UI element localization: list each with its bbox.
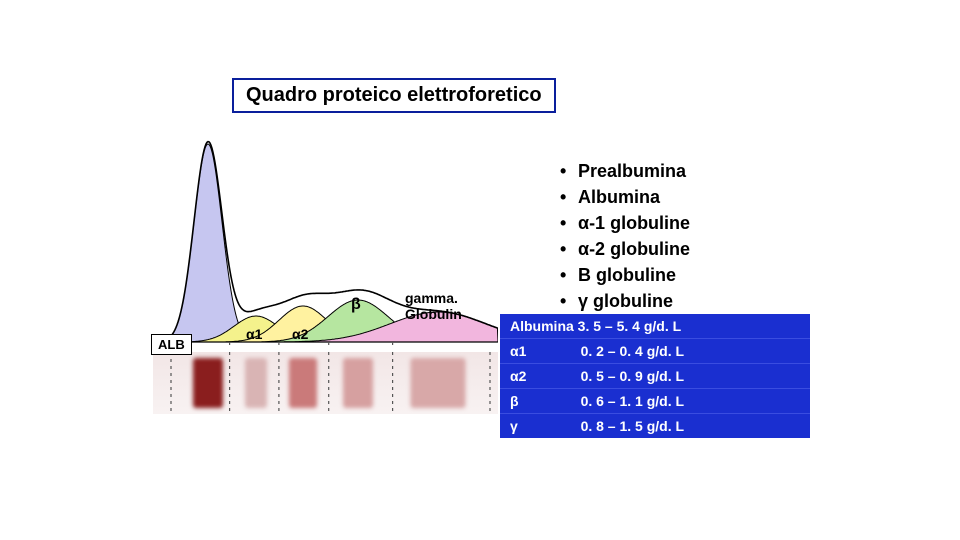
gel-band xyxy=(245,358,267,408)
peak-label-gamma-1: gamma. xyxy=(405,290,458,306)
gel-band xyxy=(289,358,317,408)
protein-fractions-list: PrealbuminaAlbuminaα-1 globulineα-2 glob… xyxy=(520,158,690,315)
page-title: Quadro proteico elettroforetico xyxy=(232,78,556,113)
fraction-bullet: α-2 globuline xyxy=(560,236,690,262)
table-row: γ0. 8 – 1. 5 g/d. L xyxy=(500,414,810,439)
fraction-bullet: α-1 globuline xyxy=(560,210,690,236)
electrophoresis-figure: ALB α1 α2 β gamma. Globulin xyxy=(153,118,498,428)
range-label: α2 xyxy=(500,364,571,389)
gel-band xyxy=(343,358,373,408)
range-value: 0. 8 – 1. 5 g/d. L xyxy=(571,414,810,439)
range-label: β xyxy=(500,389,571,414)
peak-label-beta: β xyxy=(351,296,361,314)
fraction-bullet: B globuline xyxy=(560,262,690,288)
peak-label-alb: ALB xyxy=(151,334,192,355)
range-cell: Albumina 3. 5 – 5. 4 g/d. L xyxy=(500,314,810,339)
electrophoresis-gel xyxy=(153,352,498,414)
range-value: 0. 6 – 1. 1 g/d. L xyxy=(571,389,810,414)
fraction-bullet: γ globuline xyxy=(560,288,690,314)
reference-range-table: Albumina 3. 5 – 5. 4 g/d. Lα10. 2 – 0. 4… xyxy=(500,314,810,438)
table-row: α10. 2 – 0. 4 g/d. L xyxy=(500,339,810,364)
peak-label-gamma-2: Globulin xyxy=(405,306,462,322)
table-row: α20. 5 – 0. 9 g/d. L xyxy=(500,364,810,389)
table-row: Albumina 3. 5 – 5. 4 g/d. L xyxy=(500,314,810,339)
peak-ALB xyxy=(163,144,253,342)
peak-label-a1: α1 xyxy=(246,326,262,342)
fraction-bullet: Albumina xyxy=(560,184,690,210)
range-value: 0. 5 – 0. 9 g/d. L xyxy=(571,364,810,389)
fraction-bullet: Prealbumina xyxy=(560,158,690,184)
table-row: β0. 6 – 1. 1 g/d. L xyxy=(500,389,810,414)
range-label: γ xyxy=(500,414,571,439)
gel-band xyxy=(193,358,223,408)
range-label: α1 xyxy=(500,339,571,364)
range-value: 0. 2 – 0. 4 g/d. L xyxy=(571,339,810,364)
peak-label-a2: α2 xyxy=(292,326,308,342)
gel-band xyxy=(411,358,466,408)
